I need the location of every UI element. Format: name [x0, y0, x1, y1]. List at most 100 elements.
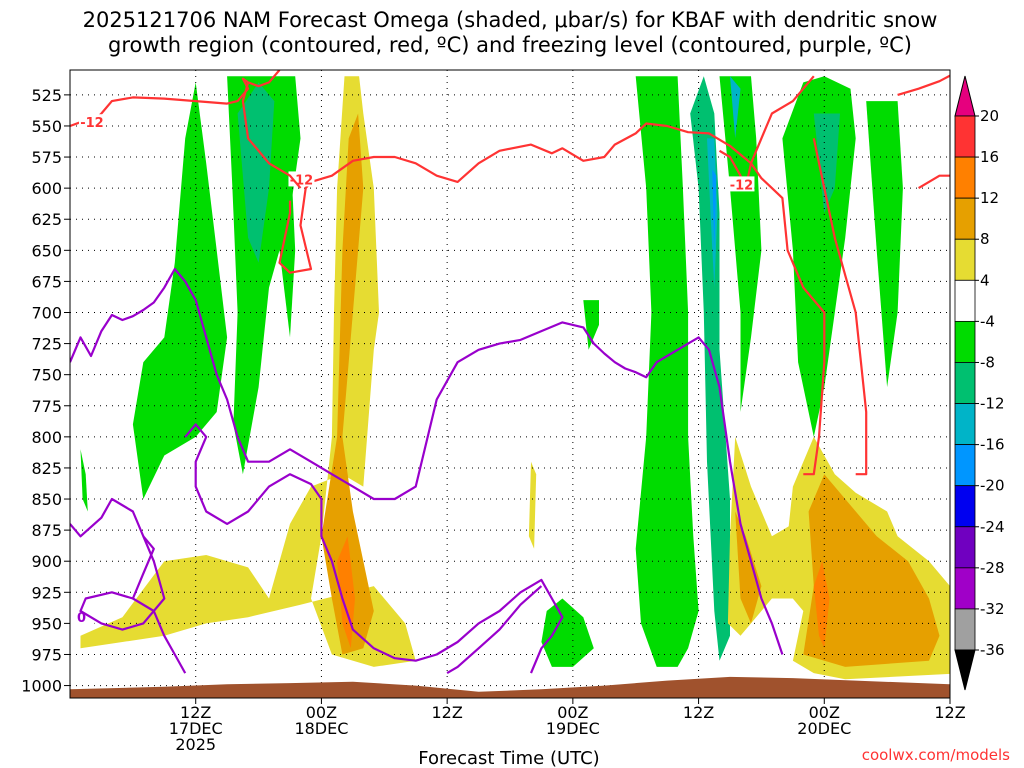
chart-title: 2025121706 NAM Forecast Omega (shaded, μ…: [83, 8, 938, 57]
colorbar-label: -32: [980, 600, 1005, 618]
colorbar-label: -20: [980, 477, 1005, 495]
colorbar-swatch: [954, 115, 976, 158]
freezing-contour-label: 0: [77, 611, 86, 626]
y-tick-label: 850: [31, 490, 62, 509]
omega-negative-shading: [80, 76, 903, 667]
omega-region-2: [269, 113, 296, 338]
colorbar-label: 16: [980, 148, 999, 166]
omega-positive-region-6: [803, 474, 940, 667]
y-tick-label: 875: [31, 521, 62, 540]
freezing-contour-line-3: [131, 535, 187, 674]
y-tick-label: 725: [31, 335, 62, 354]
colorbar-swatch: [954, 156, 976, 199]
colorbar-label: -12: [980, 395, 1005, 413]
y-tick-label: 950: [31, 614, 62, 633]
credit-text: coolwx.com/models: [862, 746, 1010, 764]
dendritic-contour-label: -12: [730, 178, 754, 193]
dendritic-contour-label: -12: [290, 173, 314, 188]
x-axis-label: Forecast Time (UTC): [418, 748, 599, 768]
y-tick-label: 1000: [21, 677, 62, 696]
y-tick-label: 600: [31, 179, 62, 198]
omega-region-11: [782, 76, 856, 437]
omega-region-7: [690, 76, 730, 661]
colorbar-swatch: [954, 403, 976, 446]
x-tick-label: 12Z: [180, 703, 211, 722]
omega-region-13: [813, 113, 840, 213]
y-tick-label: 925: [31, 583, 62, 602]
colorbar-swatch: [954, 444, 976, 487]
omega-positive-region-8: [735, 511, 762, 624]
y-tick-label: 525: [31, 86, 62, 105]
colorbar-label: -36: [980, 641, 1005, 659]
y-tick-label: 975: [31, 645, 62, 664]
y-tick-label: 575: [31, 148, 62, 167]
colorbar-label: 4: [980, 271, 990, 289]
colorbar-swatch: [954, 197, 976, 240]
colorbar-swatch: [954, 362, 976, 404]
colorbar-label: -24: [980, 518, 1005, 536]
x-tick-label: 00Z: [809, 703, 840, 722]
colorbar-extend-bottom: [954, 649, 976, 691]
plot-area: -12 -12 -12 0: [70, 70, 950, 698]
colorbar-label: -4: [980, 312, 995, 330]
freezing-contour-line-0: [70, 267, 784, 655]
colorbar-swatch: [954, 320, 976, 363]
colorbar-swatch: [954, 485, 976, 528]
omega-region-0: [132, 82, 228, 500]
x-tick-label: 00Z: [557, 703, 588, 722]
x-tick-label: 18DEC: [294, 719, 348, 738]
x-tick-label: 12Z: [431, 703, 462, 722]
dendritic-contour-line-6: [918, 174, 950, 190]
x-tick-label: 12Z: [683, 703, 714, 722]
omega-region-14: [583, 300, 599, 350]
y-tick-label: 700: [31, 303, 62, 322]
y-tick-label: 675: [31, 272, 62, 291]
omega-positive-region-3: [528, 461, 537, 549]
colorbar-label: 12: [980, 189, 999, 207]
colorbar-label: -16: [980, 436, 1005, 454]
freezing-contour-line-4: [446, 585, 543, 675]
colorbar-swatch: [954, 238, 976, 281]
freezing-level-contours: 0: [70, 267, 784, 675]
dendritic-contour-line-3: [718, 75, 815, 190]
omega-positive-region-1: [321, 113, 374, 655]
y-tick-label: 775: [31, 397, 62, 416]
dendritic-growth-contours: -12 -12 -12: [70, 70, 950, 476]
y-tick-label: 800: [31, 428, 62, 447]
omega-region-15: [80, 449, 88, 512]
colorbar-swatch: [954, 279, 976, 322]
x-tick-label: 12Z: [934, 703, 965, 722]
colorbar-swatch: [954, 608, 976, 651]
colorbar-label: -8: [980, 353, 995, 371]
y-tick-label: 825: [31, 459, 62, 478]
dendritic-contour-line-2: [241, 82, 302, 189]
omega-region-12: [866, 101, 903, 388]
omega-region-10: [730, 76, 741, 139]
colorbar-extend-top: [954, 75, 976, 117]
terrain-ground: [70, 676, 950, 698]
omega-positive-region-0: [80, 76, 416, 667]
omega-region-9: [712, 169, 717, 251]
omega-region-6: [719, 76, 762, 412]
omega-positive-region-7: [813, 561, 830, 649]
x-tick-label: 2025: [175, 735, 216, 754]
y-tick-label: 650: [31, 241, 62, 260]
plot-frame: [69, 69, 951, 699]
dendritic-contour-label-bg: [78, 114, 105, 130]
colorbar: 20 16 12 8 4 -4 -8 -12 -16 -20 -24 -28 -32 -36: [954, 75, 1005, 691]
x-tick-label: 20DEC: [797, 719, 851, 738]
dendritic-contour-line-4: [812, 138, 868, 476]
y-tick-label: 750: [31, 366, 62, 385]
colorbar-swatch: [954, 526, 976, 569]
colorbar-label: -28: [980, 559, 1005, 577]
x-tick-label: 00Z: [306, 703, 337, 722]
dendritic-contour-label-bg: [728, 176, 755, 192]
chart-title-line-1: 2025121706 NAM Forecast Omega (shaded, μ…: [83, 8, 938, 32]
dendritic-contour-line-5: [897, 74, 950, 96]
freezing-contour-label-bg: [70, 609, 95, 625]
y-tick-label: 625: [31, 210, 62, 229]
x-tick-label: 17DEC: [169, 719, 223, 738]
y-axis: 525 550 575 600 625 650 675 700 725 750 775 800 825 8…: [21, 86, 70, 696]
freezing-contour-line-2: [184, 423, 564, 674]
